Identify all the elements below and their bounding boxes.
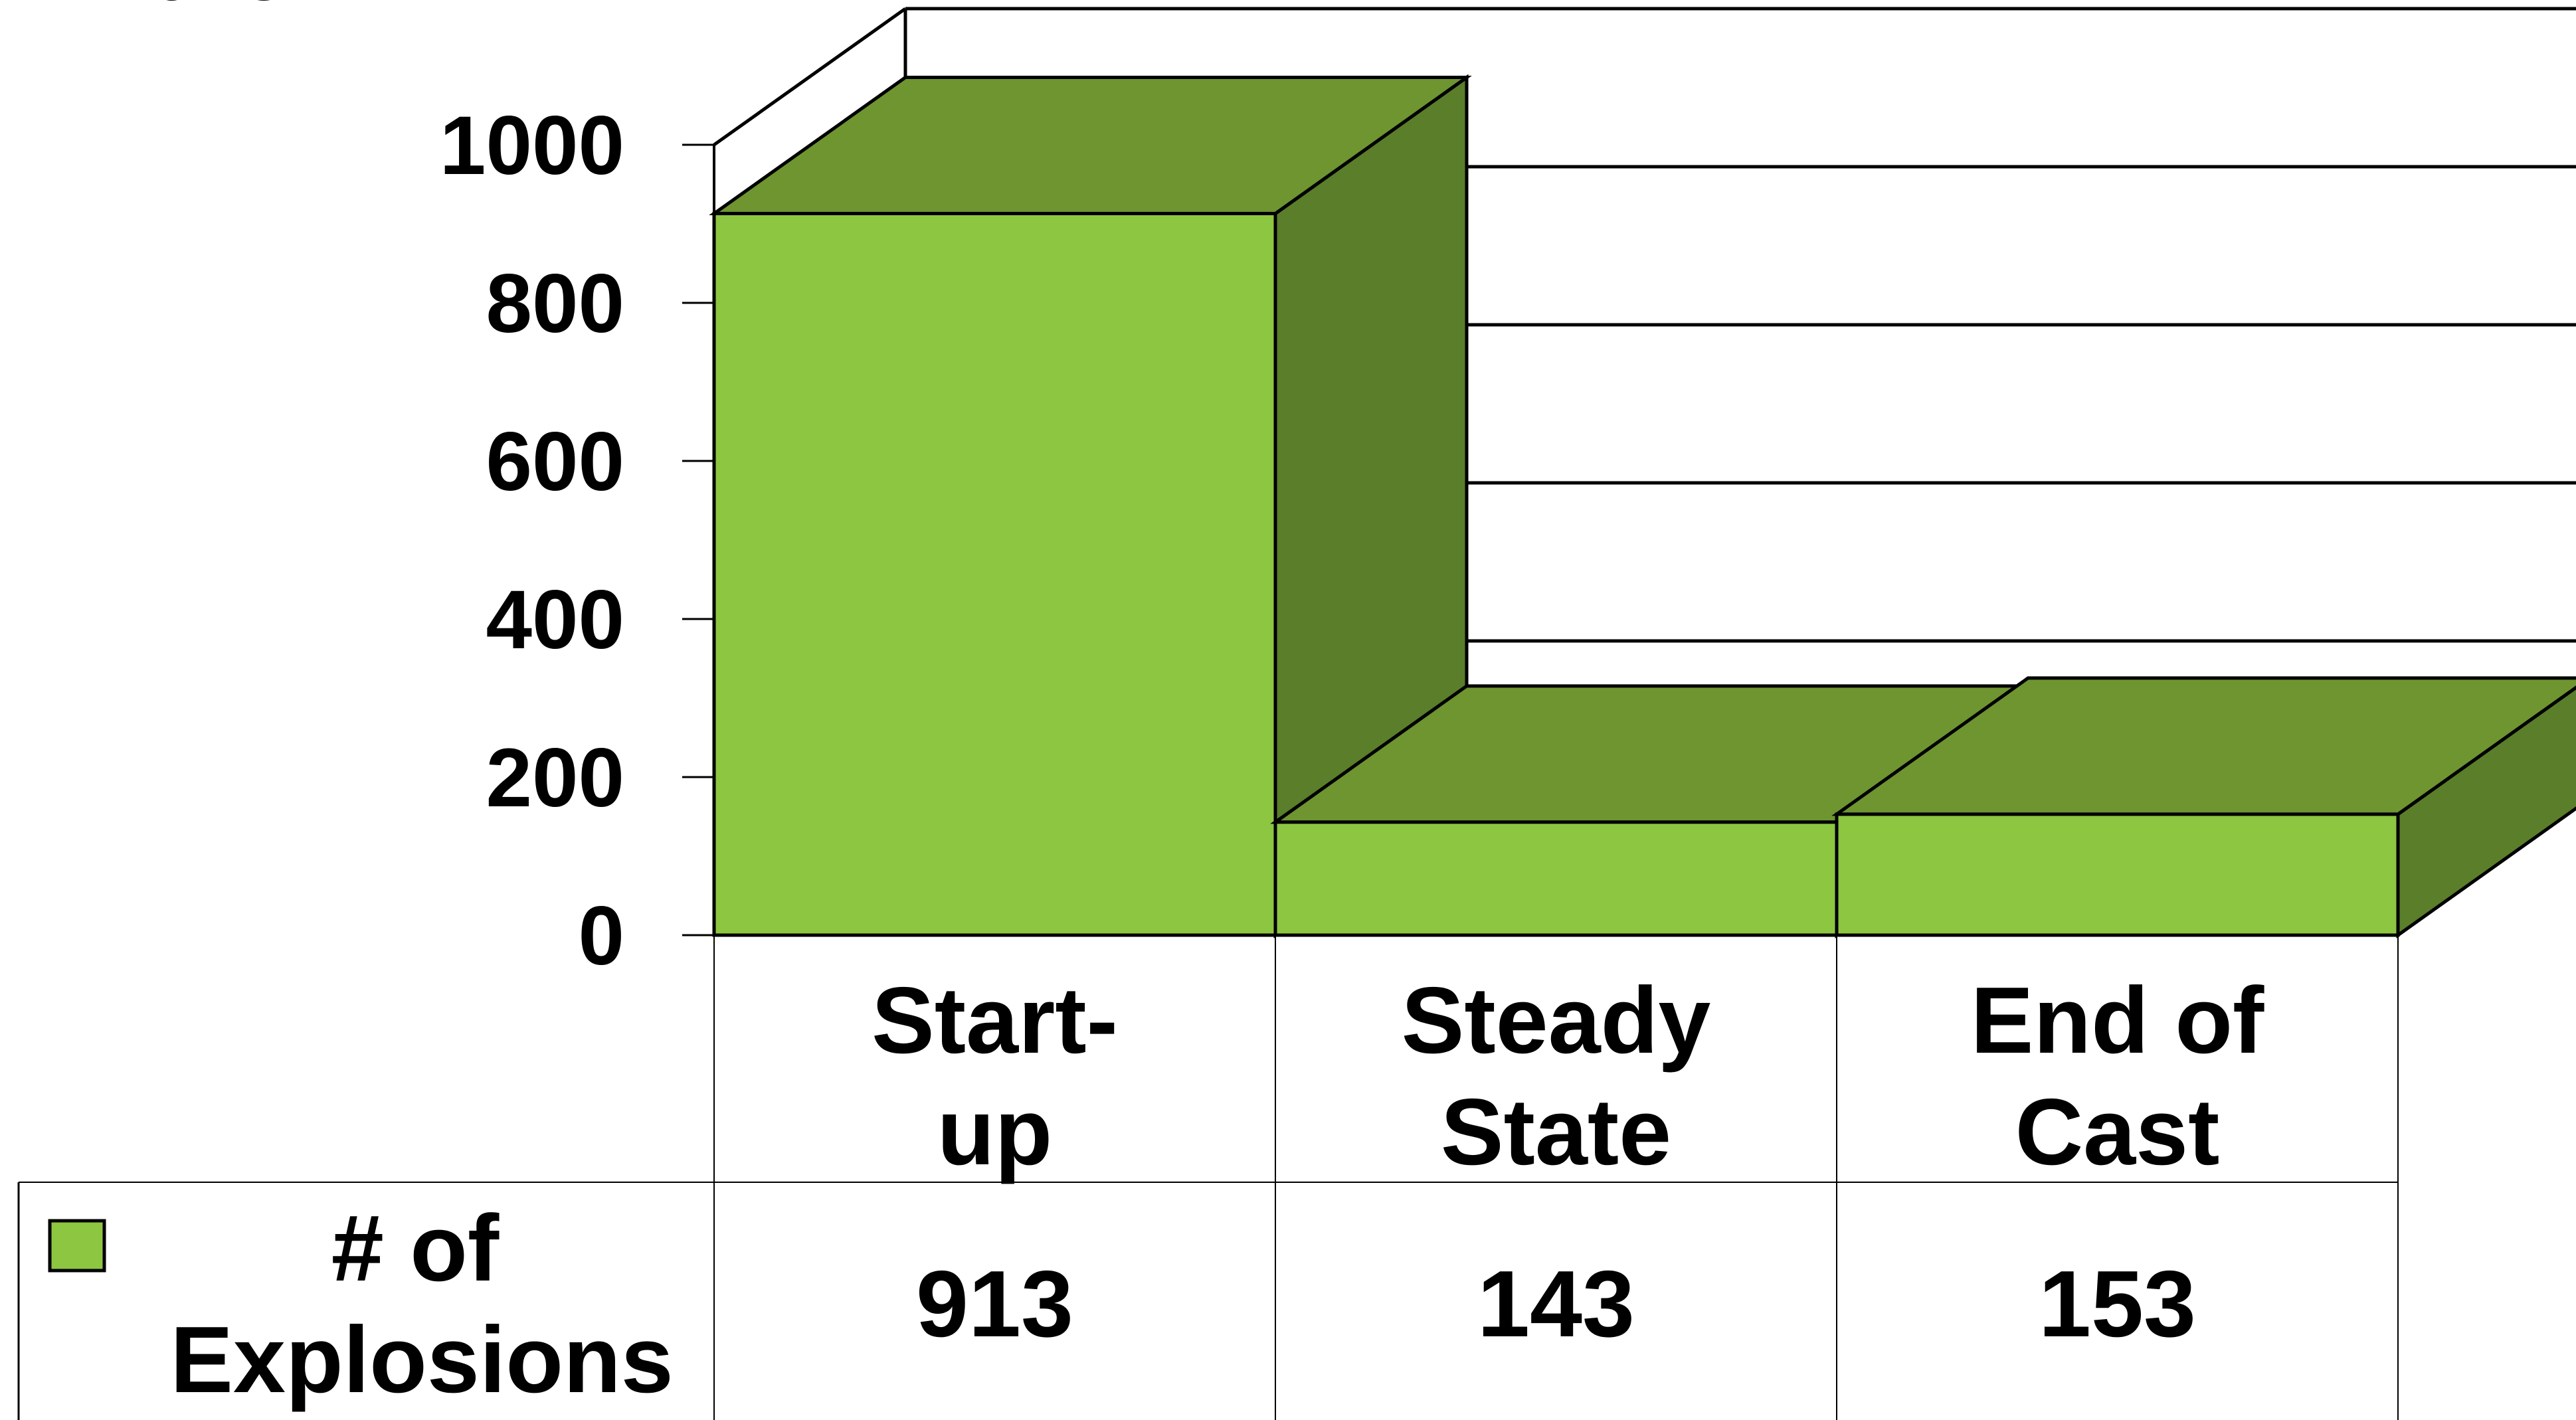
- x-tick-label-line: Cast: [2015, 1079, 2220, 1185]
- frame-edge: [713, 7, 907, 147]
- x-tick-label: End of Cast: [1971, 968, 2264, 1185]
- bar-front: [1835, 812, 2400, 937]
- legend-swatch: [48, 1219, 106, 1273]
- x-tick-label: Start-up: [872, 968, 1118, 1185]
- y-tick-label: 200: [486, 732, 624, 824]
- data-label: 153: [2039, 1251, 2196, 1357]
- x-tick-label-line: End of: [1971, 968, 2264, 1073]
- data-table: Start-up Steady State End of Cast # of Explosi…: [17, 935, 2399, 1420]
- y-axis: 0 200 400 600 800 1000: [440, 100, 714, 982]
- y-tick-label: 1000: [440, 100, 624, 192]
- chart-title-fragment: – 2015: [33, 0, 287, 18]
- bar-front: [712, 212, 1277, 937]
- bar: [1831, 676, 2576, 938]
- y-tick-label: 800: [486, 258, 624, 350]
- data-label: 143: [1477, 1251, 1635, 1357]
- x-tick-label-line: Steady: [1402, 968, 1711, 1073]
- bars: [709, 74, 2576, 938]
- bar-front: [1273, 820, 1839, 937]
- bar: [709, 74, 1472, 938]
- legend-label-line: Explosions: [170, 1307, 674, 1413]
- x-tick-label-line: up: [937, 1079, 1052, 1185]
- y-tick-label: 0: [578, 890, 624, 982]
- x-tick-label-line: Start-: [872, 968, 1118, 1073]
- y-tick-label: 600: [486, 416, 624, 508]
- y-tick-label: 400: [486, 574, 624, 666]
- data-label: 913: [916, 1251, 1073, 1357]
- x-tick-label-line: State: [1441, 1079, 1671, 1185]
- legend-label-line: # of: [331, 1196, 500, 1301]
- legend-label: # of Explosions: [170, 1196, 674, 1413]
- x-tick-label: Steady State: [1402, 968, 1711, 1185]
